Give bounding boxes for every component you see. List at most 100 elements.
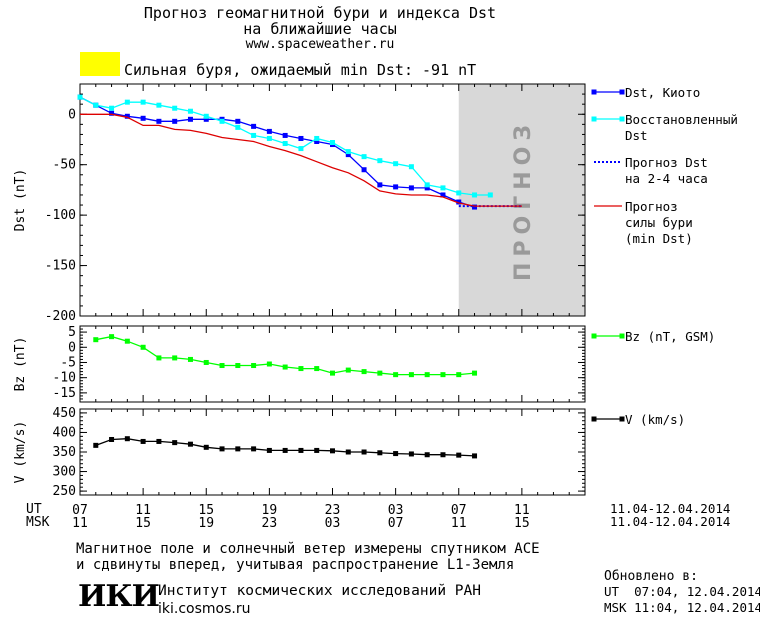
data-point bbox=[235, 363, 241, 369]
data-point bbox=[235, 446, 241, 452]
data-point bbox=[109, 334, 115, 340]
legend-marker bbox=[591, 416, 597, 422]
data-point bbox=[266, 135, 272, 141]
y-tick-label: -100 bbox=[45, 208, 76, 223]
updated-msk: MSK 11:04, 12.04.2014 bbox=[604, 600, 760, 615]
data-point bbox=[472, 453, 478, 459]
data-point bbox=[424, 182, 430, 188]
data-point bbox=[140, 438, 146, 444]
iki-logo: ИКИ bbox=[78, 579, 160, 614]
series-line bbox=[95, 438, 475, 457]
data-point bbox=[424, 185, 430, 191]
y-axis-label: Dst (nT) bbox=[13, 169, 28, 232]
data-point bbox=[472, 204, 478, 210]
data-point bbox=[456, 199, 462, 205]
msk-tick-label: 11 bbox=[72, 516, 88, 531]
data-point bbox=[393, 184, 399, 190]
page-subtitle: на ближайшие часы bbox=[243, 20, 397, 38]
data-point bbox=[124, 113, 130, 119]
data-point bbox=[361, 154, 367, 160]
msk-tick-label: 15 bbox=[135, 516, 151, 531]
institute-url[interactable]: iki.cosmos.ru bbox=[158, 601, 251, 617]
data-point bbox=[361, 449, 367, 455]
data-point bbox=[314, 366, 320, 372]
data-point bbox=[345, 367, 351, 373]
y-tick-label: -150 bbox=[45, 259, 76, 274]
storm-label: Сильная буря, ожидаемый min Dst: -91 nT bbox=[124, 61, 477, 79]
data-point bbox=[282, 447, 288, 453]
series-line bbox=[79, 96, 475, 208]
data-point bbox=[345, 449, 351, 455]
data-point bbox=[298, 366, 304, 372]
data-point bbox=[361, 369, 367, 375]
y-tick-label: 0 bbox=[68, 107, 76, 122]
data-point bbox=[172, 105, 178, 111]
data-point bbox=[187, 356, 193, 362]
page-title: Прогноз геомагнитной бури и индекса Dst bbox=[143, 4, 497, 22]
ut-tick-label: 15 bbox=[198, 503, 214, 518]
ut-tick-label: 11 bbox=[514, 503, 530, 518]
data-point bbox=[424, 452, 430, 458]
legend-label-dst-restored: Восстановленный bbox=[625, 112, 738, 127]
data-point bbox=[330, 370, 335, 376]
data-point bbox=[408, 372, 414, 378]
msk-tick-label: 23 bbox=[262, 516, 278, 531]
data-point bbox=[109, 110, 115, 116]
data-point bbox=[172, 355, 178, 361]
legend-label-storm-forecast: силы бури bbox=[625, 215, 693, 230]
y-tick-label: -50 bbox=[53, 158, 76, 173]
data-point bbox=[282, 364, 288, 370]
data-point bbox=[251, 123, 257, 129]
y-tick-label: -200 bbox=[45, 309, 76, 324]
data-point bbox=[203, 444, 209, 450]
data-point bbox=[314, 447, 320, 453]
legend-label-storm-forecast: (min Dst) bbox=[625, 231, 693, 246]
data-point bbox=[251, 132, 257, 138]
data-point bbox=[187, 108, 193, 114]
data-point bbox=[251, 363, 257, 369]
data-point bbox=[172, 440, 178, 446]
site-url: www.spaceweather.ru bbox=[245, 37, 395, 52]
data-point bbox=[361, 167, 367, 173]
data-point bbox=[93, 102, 99, 108]
series-line bbox=[79, 96, 491, 196]
data-point bbox=[314, 135, 320, 141]
forecast-band bbox=[458, 84, 585, 316]
y-tick-label: 450 bbox=[53, 406, 76, 421]
msk-axis-label: MSK bbox=[26, 515, 50, 530]
data-point bbox=[93, 442, 99, 448]
data-point bbox=[156, 102, 162, 108]
y-tick-label: 400 bbox=[53, 425, 76, 440]
legend-marker bbox=[619, 333, 625, 339]
legend-label-dst-restored: Dst bbox=[625, 128, 648, 143]
data-point bbox=[187, 116, 193, 122]
data-point bbox=[440, 452, 446, 458]
ut-tick-label: 19 bbox=[262, 503, 278, 518]
legend-label-bz: Bz (nT, GSM) bbox=[625, 329, 715, 344]
panel-frame-2 bbox=[79, 325, 586, 403]
data-point bbox=[487, 192, 493, 198]
data-point bbox=[393, 372, 399, 378]
legend-label-storm-forecast: Прогноз bbox=[625, 199, 678, 214]
legend-label-dst-kyoto: Dst, Киото bbox=[625, 85, 700, 100]
data-point bbox=[377, 182, 383, 188]
data-point bbox=[266, 128, 272, 134]
data-point bbox=[408, 451, 414, 457]
data-point bbox=[156, 438, 162, 444]
ut-tick-label: 11 bbox=[135, 503, 151, 518]
data-point bbox=[203, 116, 209, 122]
legend-label-dst-forecast: Прогноз Dst bbox=[625, 155, 708, 170]
data-point bbox=[393, 161, 399, 167]
institute-name: Институт космических исследований РАН bbox=[158, 583, 482, 599]
legend-marker bbox=[591, 89, 597, 95]
msk-tick-label: 03 bbox=[325, 516, 341, 531]
ut-date-range: 11.04-12.04.2014 bbox=[610, 501, 731, 516]
ut-tick-label: 07 bbox=[451, 503, 467, 518]
data-point bbox=[440, 372, 446, 378]
data-point bbox=[393, 451, 399, 457]
y-tick-label: -5 bbox=[60, 355, 76, 370]
data-point bbox=[440, 185, 446, 191]
data-point bbox=[330, 448, 335, 454]
footer-note-line2: и сдвинуты вперед, учитывая распростране… bbox=[76, 557, 515, 573]
